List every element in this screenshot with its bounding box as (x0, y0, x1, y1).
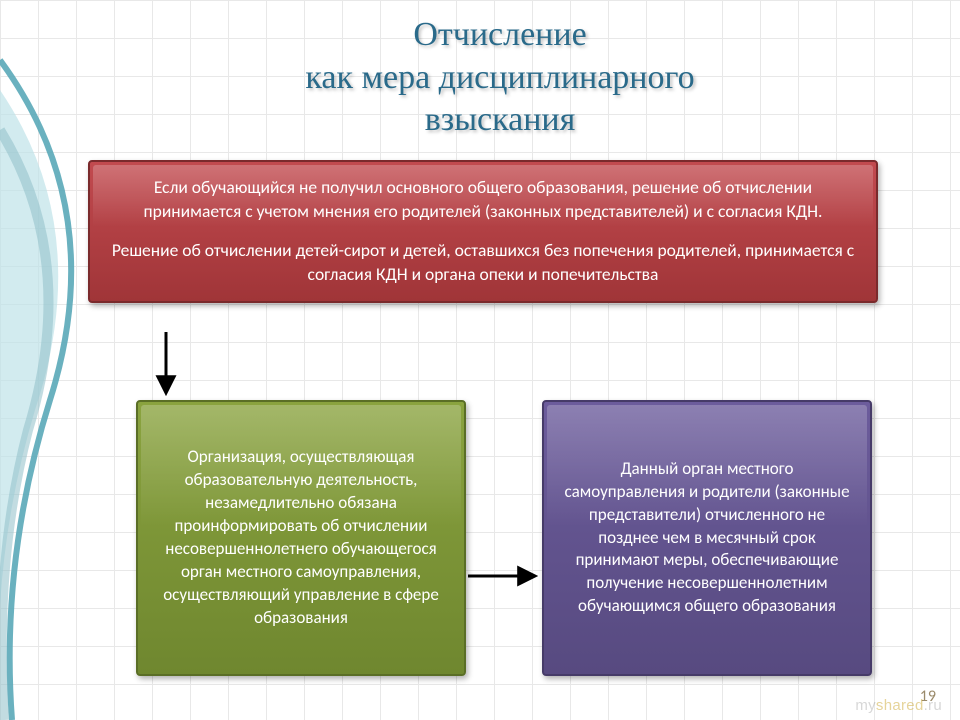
title-line-2: как мера дисциплинарного (100, 57, 900, 100)
title-line-3: взыскания (100, 99, 900, 142)
node-left: Организация, осуществляющая образователь… (136, 400, 466, 676)
watermark: myshared.ru (855, 697, 942, 714)
node-right: Данный орган местного самоуправления и р… (542, 400, 872, 676)
node-top: Если обучающийся не получил основного об… (88, 160, 878, 303)
watermark-part2: shared (876, 697, 924, 714)
node-left-text: Организация, осуществляющая образователь… (158, 446, 444, 630)
slide-title: Отчисление как мера дисциплинарного взыс… (0, 0, 960, 150)
watermark-part3: .ru (924, 697, 942, 714)
node-top-para2: Решение об отчислении детей-сирот и дете… (110, 239, 856, 286)
node-top-para1: Если обучающийся не получил основного об… (110, 176, 856, 223)
watermark-part1: my (855, 697, 876, 714)
title-line-1: Отчисление (100, 14, 900, 57)
node-right-text: Данный орган местного самоуправления и р… (564, 458, 850, 619)
